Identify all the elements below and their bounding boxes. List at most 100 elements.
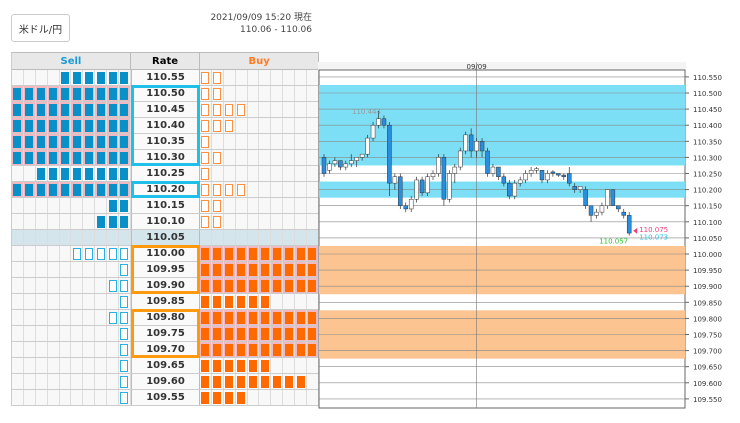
y-tick-label: 110.150	[693, 203, 722, 211]
rate-cell[interactable]: 110.30	[131, 150, 200, 165]
buy-order-block	[308, 247, 317, 260]
rate-cell[interactable]: 109.65	[131, 358, 200, 373]
rate-cell[interactable]: 109.60	[131, 374, 200, 389]
sell-cell	[35, 374, 48, 389]
rate-cell[interactable]: 109.85	[131, 294, 200, 309]
candle-body	[452, 166, 458, 174]
buy-cell	[235, 342, 248, 357]
sell-cell	[59, 214, 72, 229]
buy-order-block	[201, 375, 210, 388]
rate-cell[interactable]: 110.15	[131, 198, 200, 213]
sell-cell	[107, 326, 120, 341]
candle	[359, 153, 365, 161]
buy-order-block	[237, 247, 246, 260]
sell-order-block	[72, 119, 81, 132]
buy-cell	[283, 150, 296, 165]
sell-order-block	[72, 183, 81, 196]
buy-cell	[200, 182, 212, 197]
sell-cell	[35, 230, 48, 245]
sell-cell	[119, 342, 131, 357]
buy-cell	[247, 102, 260, 117]
sell-cell	[47, 278, 60, 293]
y-tick-label: 109.750	[693, 332, 722, 340]
sell-cell	[23, 118, 36, 133]
sell-cell	[47, 374, 60, 389]
buy-order-block	[225, 359, 234, 372]
rate-cell[interactable]: 110.55	[131, 70, 200, 85]
sell-cell	[107, 390, 120, 405]
buy-order-block	[237, 263, 246, 276]
buy-cell	[235, 166, 248, 181]
sell-cell	[23, 230, 36, 245]
buy-cell	[271, 198, 284, 213]
rate-cell[interactable]: 110.10	[131, 214, 200, 229]
rate-cell[interactable]: 110.25	[131, 166, 200, 181]
rate-cell[interactable]: 109.90	[131, 278, 200, 293]
buy-cell	[271, 214, 284, 229]
buy-cell	[247, 310, 260, 325]
sell-cell	[95, 214, 108, 229]
sell-order-block	[120, 87, 129, 100]
buy-cell	[223, 150, 236, 165]
buy-order-block	[225, 327, 234, 340]
sell-cell	[83, 70, 96, 85]
sell-cell	[35, 150, 48, 165]
rate-cell[interactable]: 110.45	[131, 102, 200, 117]
candle	[468, 128, 474, 158]
candle	[425, 173, 430, 197]
rate-cell[interactable]: 109.80	[131, 310, 200, 325]
candle	[392, 173, 398, 190]
buy-order-block	[308, 311, 317, 324]
sell-order-block	[13, 87, 22, 100]
buy-cell	[259, 134, 272, 149]
sell-cell	[119, 198, 131, 213]
sell-order-block	[120, 71, 129, 84]
buy-cell	[247, 198, 260, 213]
candle-body	[365, 137, 370, 155]
rate-cell[interactable]: 110.50	[131, 86, 200, 101]
sell-order-block	[25, 183, 34, 196]
candle	[512, 179, 517, 200]
sell-cell	[12, 214, 24, 229]
y-tick-label: 109.900	[693, 283, 722, 291]
sell-cell	[107, 102, 120, 117]
sell-cell	[23, 294, 36, 309]
buy-cell	[247, 86, 260, 101]
buy-cell	[283, 246, 296, 261]
sell-cell	[95, 118, 108, 133]
sell-cell	[12, 246, 24, 261]
rate-cell[interactable]: 110.35	[131, 134, 200, 149]
sell-order-block	[96, 135, 105, 148]
candle	[414, 176, 419, 203]
rate-cell[interactable]: 110.40	[131, 118, 200, 133]
buy-order-block	[237, 375, 246, 388]
buy-cell	[211, 134, 224, 149]
rate-timestamp: 2021/09/09 15:20 現在 110.06 - 110.06	[200, 12, 312, 36]
candle	[561, 173, 567, 180]
rate-cell[interactable]: 110.20	[131, 182, 200, 197]
rate-cell[interactable]: 109.70	[131, 342, 200, 357]
rate-cell[interactable]: 110.00	[131, 246, 200, 261]
rate-cell[interactable]: 110.05	[131, 230, 200, 245]
rate-cell[interactable]: 109.95	[131, 262, 200, 277]
buy-order-block	[201, 343, 210, 356]
buy-cell	[247, 246, 260, 261]
buy-cell	[211, 262, 224, 277]
y-tick-label: 109.700	[693, 348, 722, 356]
buy-cell	[247, 118, 260, 133]
buy-cell	[200, 390, 212, 405]
candlestick-chart: 110.550 110.500 110.450 110.400 110.350 110.3…	[318, 62, 722, 409]
buy-order-block	[225, 343, 234, 356]
buy-cell	[259, 102, 272, 117]
candle-body	[528, 170, 534, 174]
rate-cell[interactable]: 109.55	[131, 390, 200, 405]
sell-order-block	[84, 87, 93, 100]
currency-pair-button[interactable]: 米ドル/円	[11, 14, 70, 42]
candle-body	[458, 150, 463, 168]
table-row: 110.50	[12, 86, 319, 102]
buy-cell	[235, 374, 248, 389]
rate-cell[interactable]: 109.75	[131, 326, 200, 341]
buy-orders	[200, 246, 319, 261]
sell-cell	[107, 230, 120, 245]
sell-cell	[119, 230, 131, 245]
